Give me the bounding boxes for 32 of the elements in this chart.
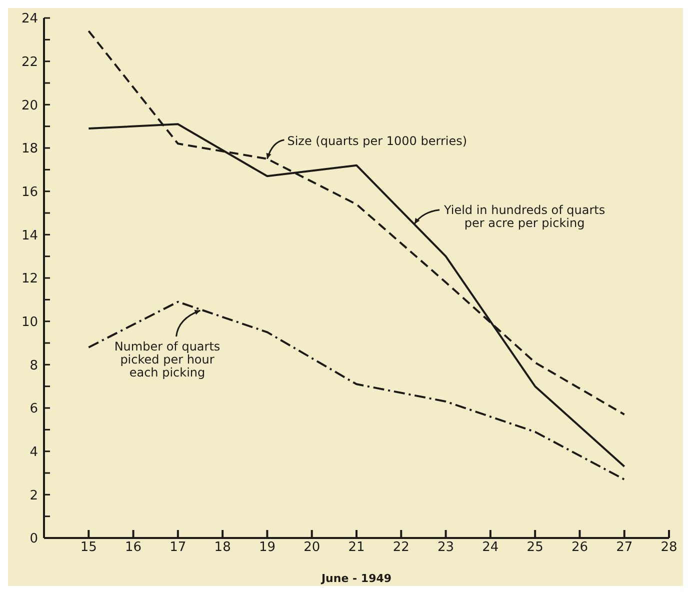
annotation: Size (quarts per 1000 berries)	[287, 134, 468, 148]
x-axis-title: June - 1949	[320, 572, 392, 585]
x-tick-label: 27	[616, 540, 633, 556]
y-tick-label: 0	[30, 532, 38, 547]
y-tick-label: 16	[21, 184, 38, 200]
x-tick-label: 19	[258, 540, 276, 556]
y-tick-label: 14	[21, 228, 38, 244]
y-tick-label: 18	[21, 142, 38, 157]
annotation: Number of quarts picked per hour each picking	[114, 340, 220, 380]
line-series	[88, 300, 626, 480]
x-tick-label: 16	[125, 540, 142, 556]
x-tick-label: 23	[438, 540, 454, 556]
y-tick-label: 22	[21, 54, 38, 70]
x-tick-label: 18	[214, 540, 231, 556]
y-tick-label: 4	[30, 444, 38, 460]
y-tick-label: 24	[21, 12, 38, 27]
x-tick-label: 25	[526, 540, 544, 556]
x-tick-label: 15	[80, 540, 97, 556]
x-tick-label: 24	[482, 540, 499, 556]
x-tick-label: 28	[660, 540, 678, 556]
annotation: Yield in hundreds of quarts per acre per picking	[442, 202, 606, 230]
y-tick-label: 6	[30, 402, 38, 417]
x-tick-label: 22	[392, 540, 410, 556]
y-tick-label: 8	[30, 358, 38, 374]
x-tick-label: 20	[304, 540, 320, 556]
y-tick-label: 10	[21, 314, 38, 330]
x-tick-label: 17	[170, 540, 186, 556]
x-tick-label: 21	[348, 540, 365, 556]
y-tick-label: 12	[21, 272, 38, 287]
x-tick-label: 26	[571, 540, 588, 556]
y-tick-label: 2	[30, 488, 38, 504]
y-tick-label: 20	[21, 98, 38, 114]
